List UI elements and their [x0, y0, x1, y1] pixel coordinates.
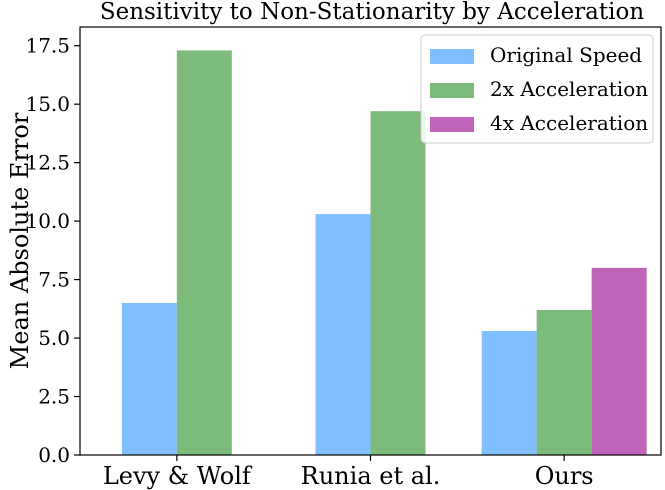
- y-tick-label: 0.0: [38, 443, 70, 467]
- legend-swatch: [430, 83, 474, 98]
- x-tick-label: Runia et al.: [301, 462, 441, 490]
- legend-label: Original Speed: [490, 43, 642, 67]
- plot-frame: [79, 26, 662, 456]
- chart-title: Sensitivity to Non-Stationarity by Accel…: [100, 0, 645, 25]
- y-ticks-group: 0.0 2.5 5.0 7.5 10.0 12.5 15.0 17.5: [25, 34, 80, 467]
- y-tick-label: 17.5: [25, 34, 70, 58]
- legend: Original Speed 2x Acceleration 4x Accelera…: [420, 34, 654, 144]
- legend-swatch: [430, 49, 474, 64]
- y-tick-label: 10.0: [25, 209, 70, 233]
- bars-group: [121, 50, 647, 456]
- bar-original-speed-levy-wolf: [121, 302, 177, 455]
- y-tick-label: 2.5: [38, 385, 70, 409]
- y-tick-label: 15.0: [25, 92, 70, 116]
- x-tick-label: Levy & Wolf: [103, 462, 253, 490]
- x-ticks-group: Levy & Wolf Runia et al. Ours: [103, 455, 594, 490]
- bar-original-speed-ours: [481, 331, 537, 455]
- legend-box: [420, 34, 654, 144]
- bar-2x-acceleration-ours: [536, 309, 592, 455]
- bar-4x-acceleration-ours: [591, 267, 647, 455]
- y-tick-label: 12.5: [25, 151, 70, 175]
- bar-original-speed-runia-et-al-: [315, 214, 371, 455]
- y-tick-label: 5.0: [38, 326, 70, 350]
- bar-2x-acceleration-levy-wolf: [176, 50, 232, 456]
- legend-label: 2x Acceleration: [490, 77, 648, 101]
- legend-label: 4x Acceleration: [490, 111, 648, 135]
- bar-2x-acceleration-runia-et-al-: [370, 111, 426, 456]
- y-axis-label: Mean Absolute Error: [6, 112, 34, 369]
- y-tick-label: 7.5: [38, 268, 70, 292]
- x-tick-label: Ours: [535, 462, 594, 490]
- legend-swatch: [430, 117, 474, 132]
